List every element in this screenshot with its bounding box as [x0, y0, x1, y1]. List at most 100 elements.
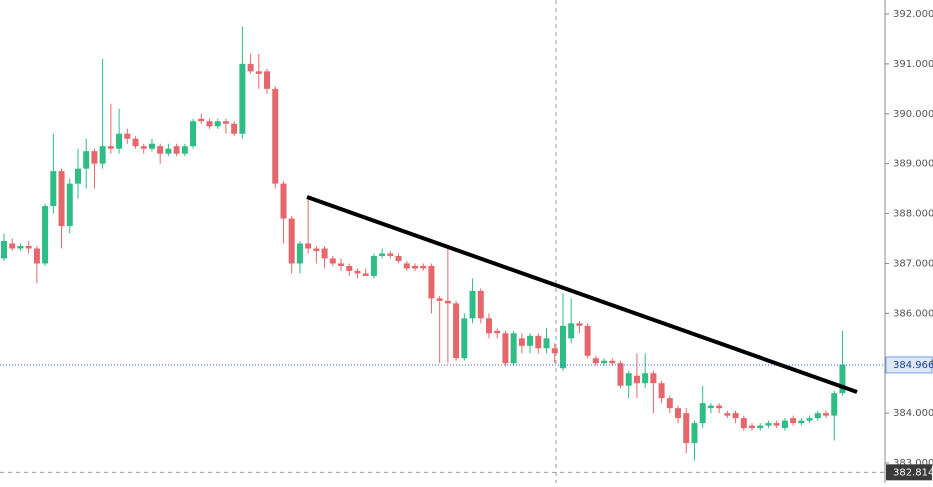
candle-body — [428, 265, 435, 299]
candle-body — [280, 183, 287, 219]
candle-body — [255, 71, 262, 74]
candle-body — [239, 63, 246, 134]
candle-body — [412, 265, 418, 269]
candle-body — [403, 263, 410, 269]
candle-body — [362, 273, 369, 276]
candle-body — [765, 423, 772, 426]
candle-body — [551, 348, 558, 354]
current-price-label: 384.966 — [893, 360, 933, 371]
candle-body — [272, 88, 279, 184]
candle-body — [625, 373, 632, 386]
candle-body — [831, 393, 838, 416]
candle-body — [732, 413, 739, 419]
candle-body — [190, 121, 197, 147]
candle-body — [181, 146, 188, 154]
candle-body — [740, 418, 747, 429]
candle-body — [642, 373, 649, 384]
candle-body — [691, 423, 698, 444]
candle-body — [798, 420, 805, 424]
candle-body — [650, 373, 657, 384]
candle-body — [453, 303, 460, 359]
candle-body — [173, 146, 180, 154]
candle-body — [617, 363, 624, 386]
candle-body — [33, 248, 40, 264]
candle-body — [346, 265, 353, 271]
candle-body — [58, 171, 65, 227]
y-tick-label: 387.000 — [893, 258, 933, 269]
y-tick-label: 392.000 — [893, 9, 933, 20]
candle-body — [527, 335, 534, 346]
candle-body — [148, 143, 155, 149]
candle-body — [436, 298, 443, 301]
candle-body — [17, 245, 24, 249]
candle-body — [165, 148, 172, 154]
candle-body — [633, 375, 640, 384]
candle-body — [510, 333, 517, 364]
candle-body — [420, 265, 427, 269]
candle-body — [91, 151, 98, 164]
candle-body — [157, 146, 164, 154]
candle-body — [559, 325, 566, 369]
candle-body — [584, 325, 591, 356]
candle-body — [823, 413, 829, 416]
candle-body — [716, 405, 723, 409]
reference-price-label: 382.814 — [893, 467, 933, 478]
candle-body — [592, 358, 599, 364]
candle-body — [781, 420, 788, 429]
candle-body — [83, 151, 90, 169]
trend-line — [306, 195, 858, 394]
candle-body — [814, 413, 821, 419]
candle-body — [66, 183, 73, 227]
candle-body — [231, 123, 238, 134]
candle-body — [321, 248, 328, 259]
candle-body — [395, 255, 402, 261]
candle-body — [658, 383, 665, 399]
y-tick-label: 389.000 — [893, 159, 933, 170]
candle-body — [790, 418, 797, 424]
y-tick-label: 391.000 — [893, 59, 933, 70]
candle-body — [609, 360, 616, 364]
candle-body — [387, 253, 394, 256]
candle-body — [222, 121, 229, 124]
candle-body — [370, 255, 377, 276]
candle-body — [198, 118, 205, 122]
candle-body — [99, 146, 106, 164]
candle-body — [494, 330, 501, 334]
candle-body — [773, 423, 780, 426]
y-tick-label: 386.000 — [893, 308, 933, 319]
candle-body — [74, 168, 81, 184]
candle-body — [461, 318, 468, 359]
candle-body — [116, 133, 123, 149]
candle-body — [477, 290, 484, 319]
y-tick-label: 383.000 — [893, 458, 933, 469]
candle-body — [107, 146, 114, 149]
candle-body — [379, 253, 386, 256]
candle-body — [354, 270, 361, 274]
candle-body — [485, 318, 492, 334]
candle-body — [724, 413, 731, 416]
y-tick-label: 388.000 — [893, 209, 933, 220]
candle-body — [707, 405, 714, 409]
candle-body — [247, 63, 254, 72]
candle-body — [683, 413, 690, 444]
candle-body — [1, 241, 7, 259]
candle-body — [543, 338, 550, 349]
candle-body — [444, 300, 451, 304]
candle-body — [749, 425, 756, 429]
candle-body — [140, 146, 147, 149]
candle-body — [264, 71, 271, 89]
candle-body — [839, 364, 846, 394]
candle-body — [288, 218, 295, 264]
candle-body — [666, 398, 673, 409]
candle-body — [757, 425, 764, 429]
candle-body — [296, 243, 303, 264]
candle-body — [806, 418, 813, 421]
candle-body — [206, 121, 213, 127]
candle-body — [699, 403, 706, 424]
candle-body — [675, 408, 682, 419]
candle-body — [124, 133, 131, 139]
candle-body — [25, 245, 32, 249]
reference-price-box — [886, 464, 932, 481]
